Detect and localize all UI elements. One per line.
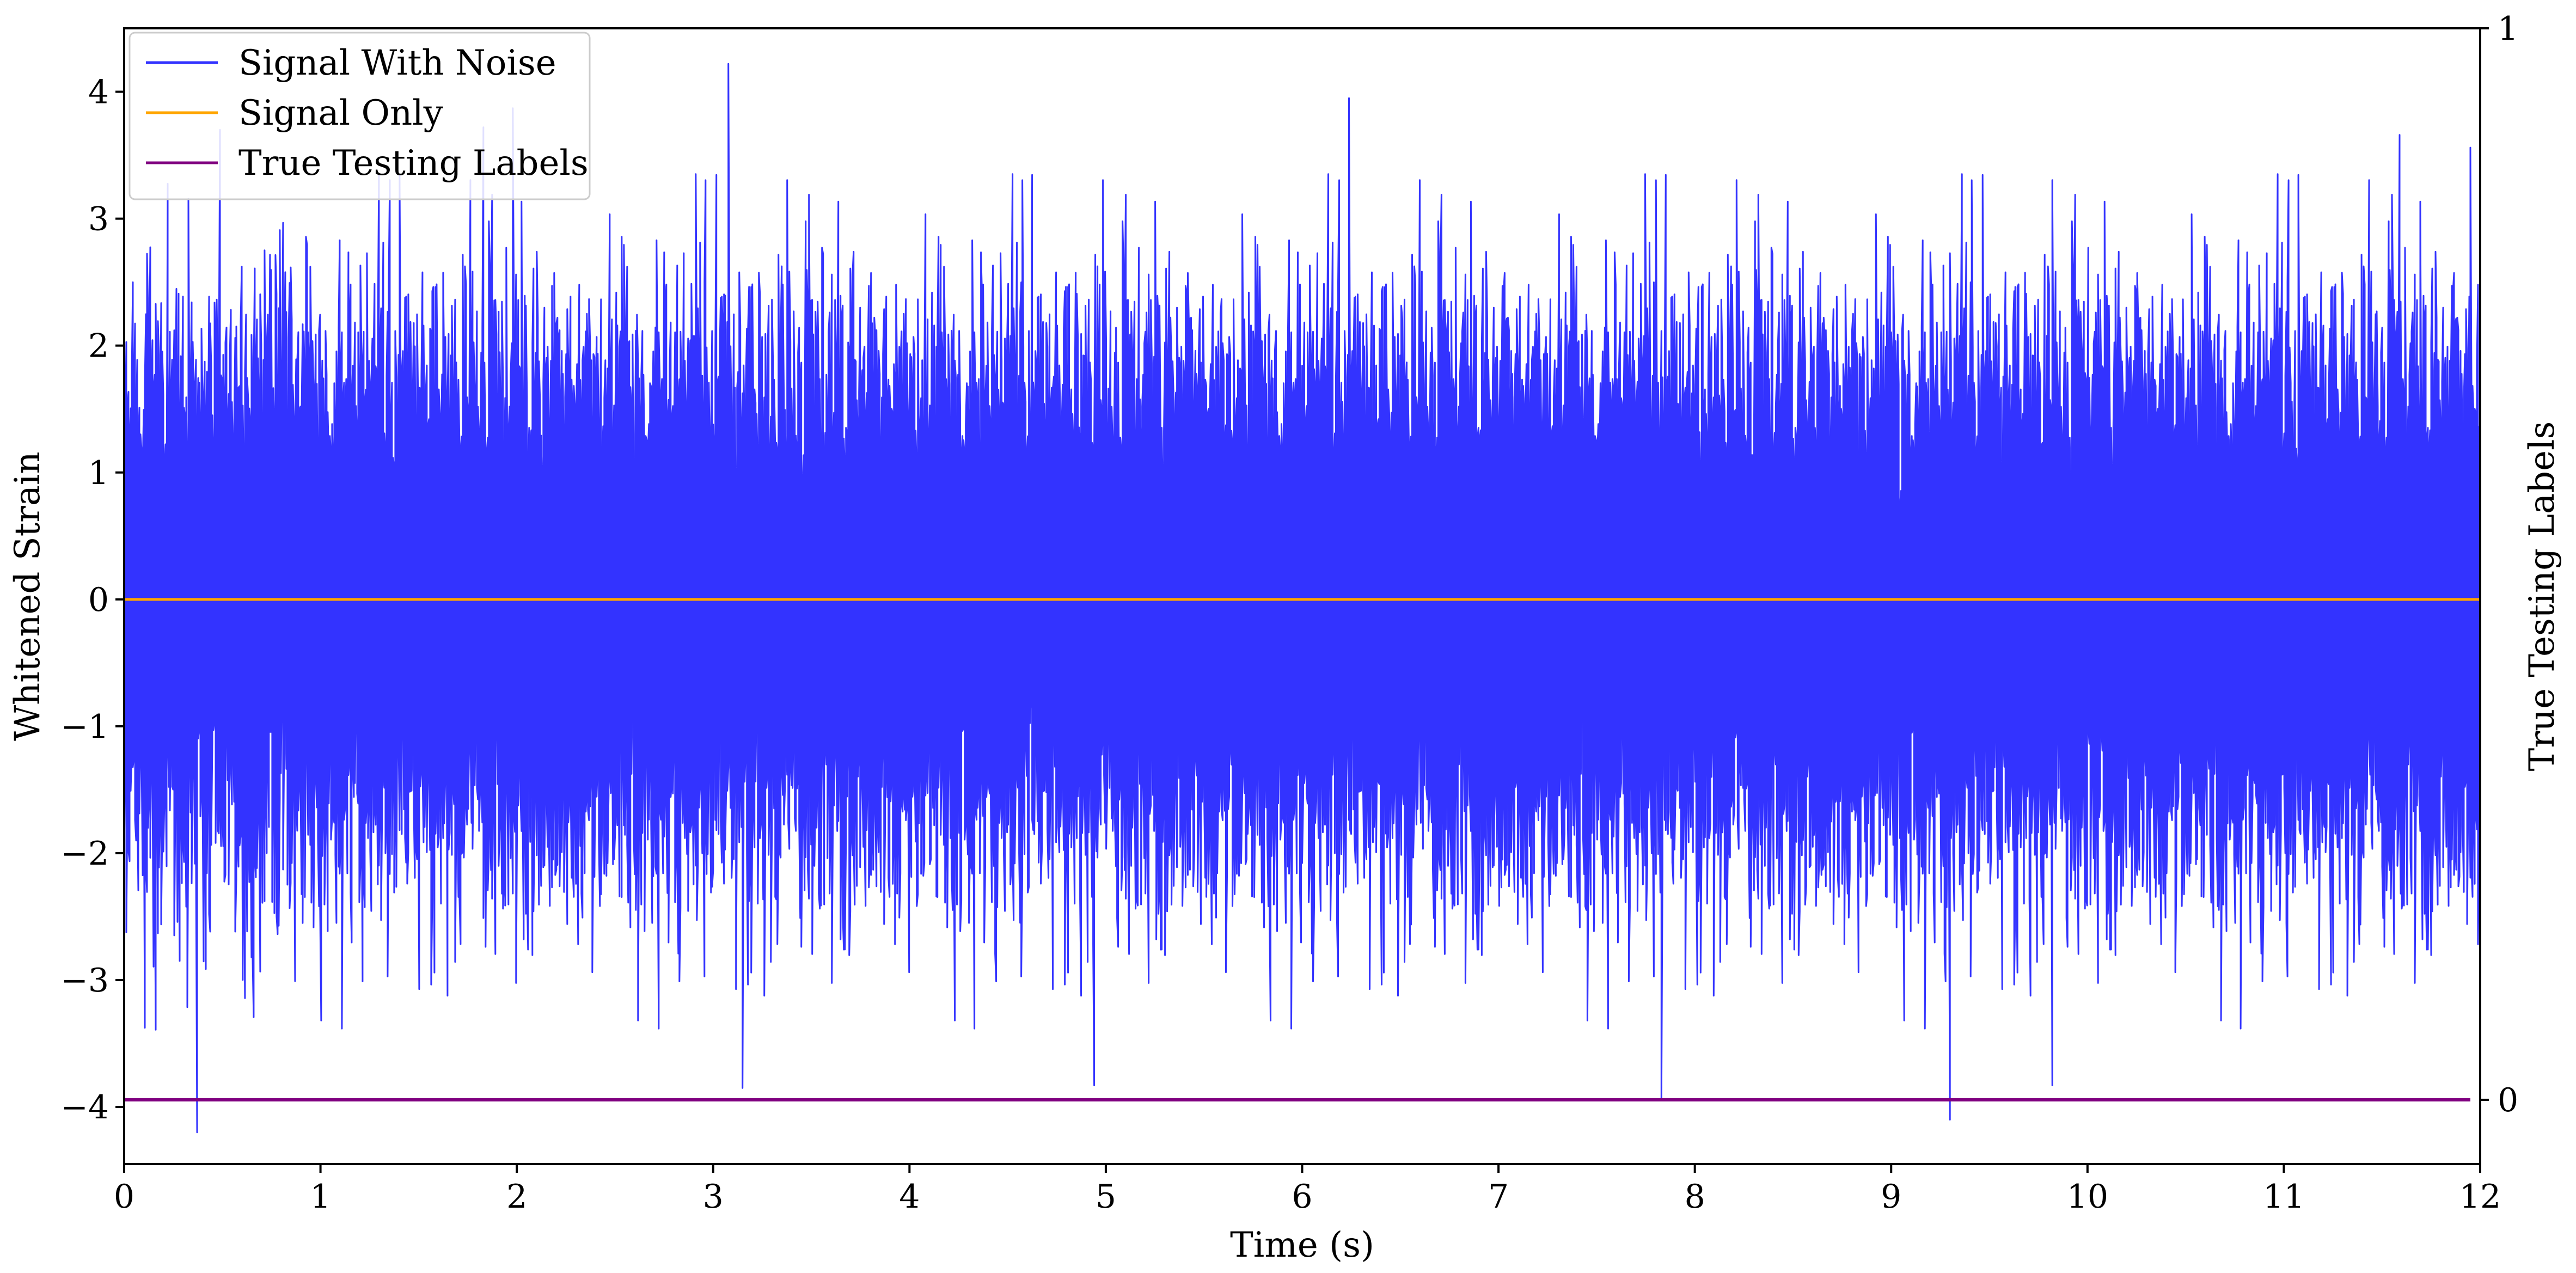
x-tick-label: 2 (506, 1178, 527, 1216)
y-right-tick-label: 1 (2498, 10, 2518, 48)
y-tick-label: 1 (88, 454, 109, 492)
y-tick-label: 2 (88, 327, 109, 365)
legend: Signal With Noise Signal Only True Testing… (129, 32, 591, 200)
legend-label: Signal With Noise (238, 43, 556, 83)
legend-label: True Testing Labels (238, 143, 589, 183)
y-axis-label: Whitened Strain (8, 451, 48, 740)
x-tick-label: 10 (2067, 1178, 2108, 1216)
x-tick-label: 3 (703, 1178, 724, 1216)
y-tick-label: 4 (88, 74, 109, 112)
y-tick-label: 3 (88, 200, 109, 238)
x-tick-label: 6 (1292, 1178, 1312, 1216)
y-tick-label: −3 (61, 962, 109, 1000)
x-tick-label: 11 (2263, 1178, 2304, 1216)
signal-with-noise-series (123, 63, 2480, 1134)
x-tick-label: 9 (1881, 1178, 1901, 1216)
x-tick-label: 0 (114, 1178, 134, 1216)
x-tick-label: 7 (1488, 1178, 1509, 1216)
x-tick-label: 8 (1685, 1178, 1705, 1216)
legend-box (129, 32, 591, 200)
legend-label: Signal Only (238, 93, 443, 133)
y-tick-label: 0 (88, 581, 109, 619)
signal-with-noise-line (123, 63, 2480, 1134)
y-right-tick-label: 0 (2498, 1081, 2518, 1119)
x-tick-label: 4 (899, 1178, 920, 1216)
x-tick-label: 5 (1096, 1178, 1116, 1216)
x-axis-label: Time (s) (1230, 1225, 1374, 1265)
y-tick-label: −4 (61, 1088, 109, 1127)
x-tick-label: 12 (2459, 1178, 2501, 1216)
x-tick-label: 1 (310, 1178, 331, 1216)
y-axis-right-label: True Testing Labels (2522, 421, 2562, 772)
y-tick-label: −2 (61, 835, 109, 873)
y-tick-label: −1 (61, 708, 109, 746)
